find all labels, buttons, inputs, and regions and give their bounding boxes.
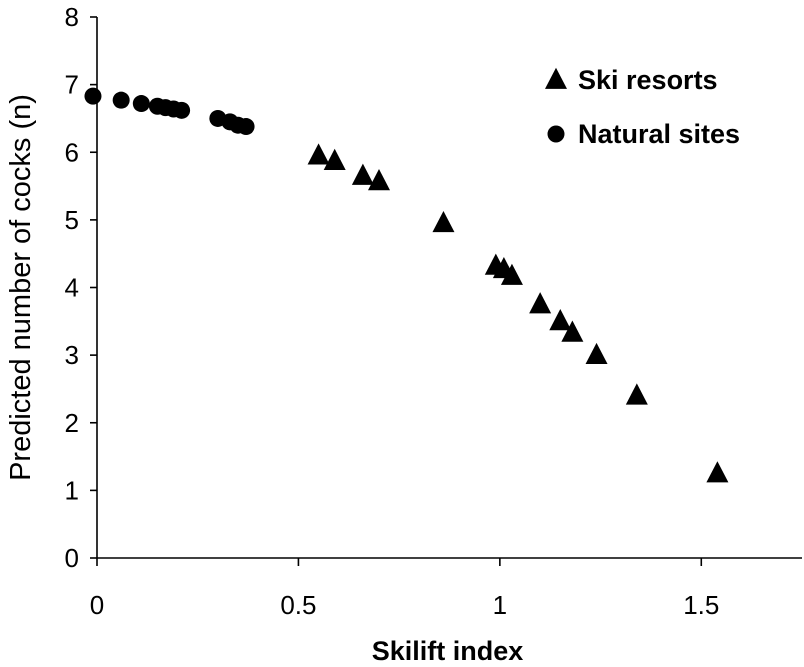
legend-item-ski-resorts: Ski resorts [545, 65, 718, 95]
legend-marker-triangle [545, 67, 567, 89]
x-tick-label: 1 [493, 590, 507, 620]
series-triangle [307, 143, 729, 483]
y-tick-label: 1 [65, 475, 79, 505]
legend-marker-circle [547, 125, 565, 143]
data-points [84, 87, 729, 483]
y-tick-label: 7 [65, 70, 79, 100]
data-point-triangle [706, 461, 729, 483]
axes [96, 17, 802, 559]
y-tick-label: 5 [65, 205, 79, 235]
x-axis-title: Skilift index [372, 636, 524, 666]
data-point-triangle [549, 309, 572, 331]
data-point-triangle [323, 148, 346, 170]
data-point-triangle [351, 163, 374, 185]
x-tick-label: 1.5 [683, 590, 719, 620]
y-axis-title: Predicted number of cocks (n) [5, 94, 37, 481]
y-tick-label: 6 [65, 137, 79, 167]
data-point-triangle [368, 169, 390, 191]
data-point-circle [84, 87, 102, 105]
data-point-circle [237, 118, 255, 136]
data-point-triangle [500, 263, 523, 285]
data-point-triangle [585, 342, 608, 365]
legend: Ski resorts Natural sites [545, 65, 740, 149]
data-point-circle [132, 95, 150, 113]
y-axis-ticks: 0 1 2 3 4 5 6 7 8 [65, 2, 97, 573]
y-tick-label: 8 [65, 2, 79, 32]
data-point-triangle [529, 292, 552, 314]
data-point-triangle [432, 210, 455, 233]
y-tick-label: 3 [65, 340, 79, 370]
series-circle [84, 87, 255, 136]
legend-label-natural-sites: Natural sites [578, 119, 740, 149]
x-axis-ticks: 0 0.5 1 1.5 [90, 558, 719, 620]
data-point-triangle [307, 143, 330, 165]
x-tick-label: 0 [90, 590, 104, 620]
x-tick-label: 0.5 [280, 590, 316, 620]
data-point-triangle [625, 383, 648, 405]
data-point-circle [173, 101, 191, 119]
legend-label-ski-resorts: Ski resorts [578, 65, 718, 95]
data-point-circle [112, 91, 130, 109]
y-tick-label: 0 [65, 543, 79, 573]
y-tick-label: 4 [65, 273, 79, 303]
data-point-triangle [561, 320, 584, 342]
y-tick-label: 2 [65, 408, 79, 438]
legend-item-natural-sites: Natural sites [547, 119, 740, 149]
